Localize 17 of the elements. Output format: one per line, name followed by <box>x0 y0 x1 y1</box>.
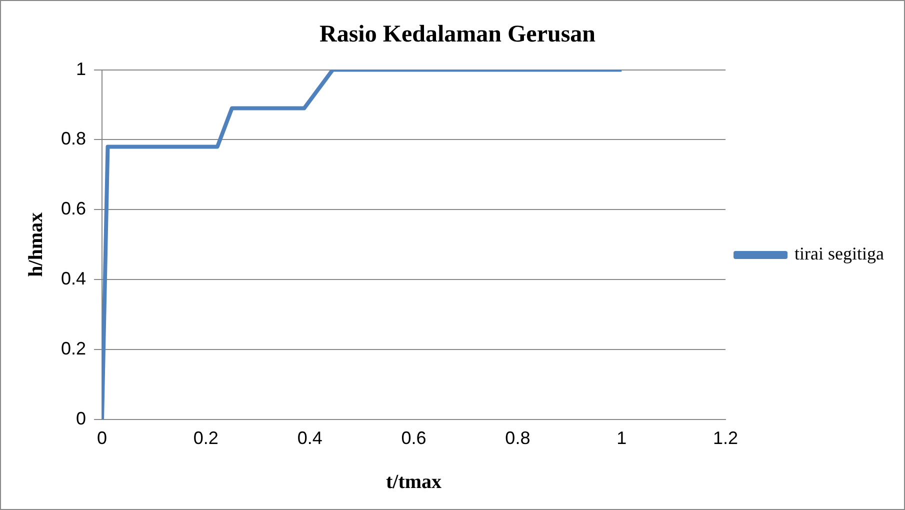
y-tick-label: 0.2 <box>60 338 86 358</box>
y-tick-label: 0.4 <box>60 268 86 289</box>
x-axis-title: t/tmax <box>386 471 442 494</box>
chart-title: Rasio Kedalaman Gerusan <box>319 22 596 48</box>
y-tick-label: 1 <box>76 58 86 79</box>
x-tick-label: 0.8 <box>505 428 530 448</box>
y-tick-label: 0 <box>76 408 86 428</box>
y-tick-label: 0.8 <box>60 128 86 149</box>
legend-label: tirai segitiga <box>794 244 884 264</box>
x-tick-label: 0.2 <box>193 428 218 448</box>
x-tick-label: 1.2 <box>713 428 738 448</box>
x-tick-label: 0 <box>97 428 108 448</box>
x-tick-label: 0.6 <box>401 428 426 448</box>
x-tick-label: 0.4 <box>297 428 322 448</box>
y-tick-label: 0.6 <box>60 198 86 219</box>
x-tick-label: 1 <box>616 428 627 448</box>
y-axis-title: h/hmax <box>25 212 48 277</box>
